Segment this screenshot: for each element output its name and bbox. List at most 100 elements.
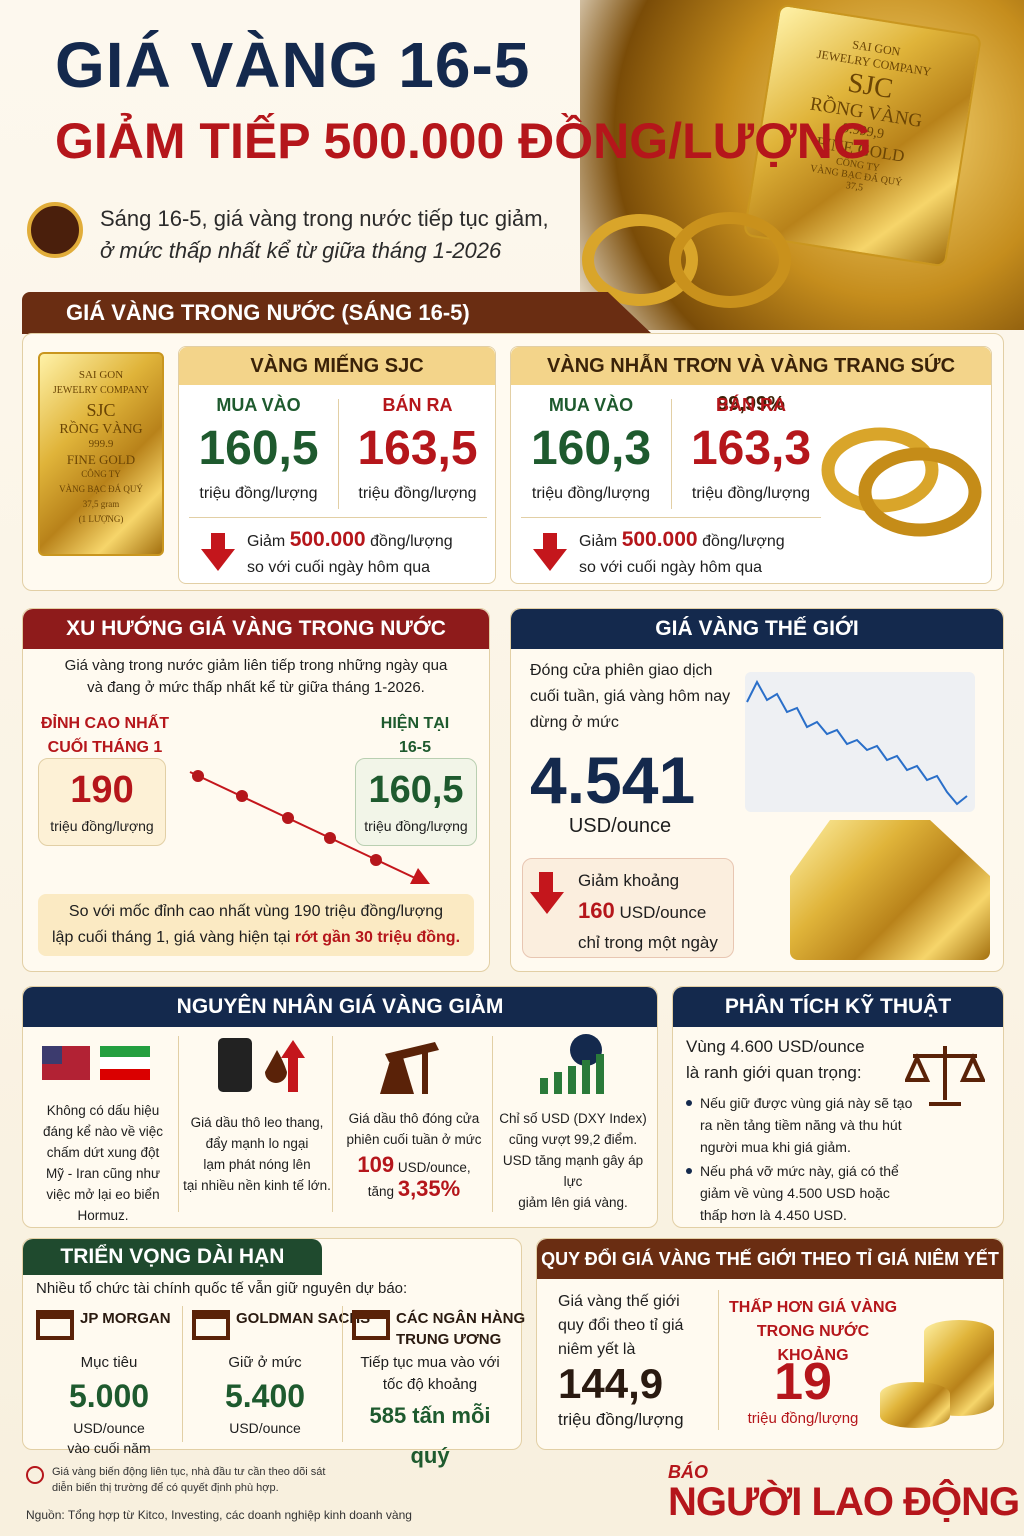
text-line: và đang ở mức thấp nhất kể từ giữa tháng… (87, 679, 425, 696)
change-prefix: Giảm (579, 533, 618, 550)
price-value: 163,3 (690, 422, 812, 475)
decoration (192, 770, 204, 782)
box-header: PHÂN TÍCH KỸ THUẬT (673, 987, 1003, 1027)
rise-value: 3,35% (397, 1176, 461, 1201)
bar-text: SAI GON (78, 369, 124, 381)
product-title: VÀNG NHẪN TRƠN VÀ VÀNG TRANG SỨC 99,99% (511, 347, 991, 415)
bullet-line: ra nền tảng tiềm năng và thu hút (700, 1117, 902, 1133)
cause-item: Không có dấu hiệu đáng kể nào về việc chấm… (30, 1100, 176, 1226)
bullet-line: giảm về vùng 4.500 USD hoặc (700, 1185, 890, 1201)
note-line: So với mốc đỉnh cao nhất vùng 190 triệu … (68, 903, 444, 920)
cause-line: chấm dứt xung đột (46, 1145, 160, 1160)
box-header: GIÁ VÀNG THẾ GIỚI (511, 609, 1003, 649)
org-label: Tiếp tục mua vào với (360, 1354, 500, 1371)
technical-lead: Vùng 4.600 USD/ounce là ranh giới quan tr… (686, 1034, 865, 1086)
bullet-line: Nếu phá vỡ mức này, giá có thể (700, 1163, 899, 1179)
bank-icon (192, 1310, 230, 1340)
decoration (282, 812, 294, 824)
iran-flag (100, 1069, 150, 1080)
price-value: 160,3 (530, 422, 652, 475)
ring (821, 427, 939, 513)
intro-line: Sáng 16-5, giá vàng trong nước tiếp tục … (100, 206, 549, 231)
bullet-dot (686, 1100, 692, 1106)
usd-bars (596, 1054, 604, 1094)
oil-pump (422, 1050, 428, 1094)
label-line: CUỐI THÁNG 1 (47, 739, 163, 756)
org-unit: vào cuối năm (67, 1440, 151, 1456)
cause-line: Giá dầu thô leo thang, (190, 1115, 324, 1130)
current-label: HIỆN TẠI 16-5 (350, 712, 480, 760)
price-unit: triệu đồng/lượng (358, 485, 477, 502)
hero-rings (582, 212, 791, 308)
label-line: 16-5 (398, 739, 432, 756)
world-change: Giảm khoảng 160 USD/ounce chỉ trong một … (578, 866, 718, 958)
change-value: 500.000 (289, 528, 366, 551)
bullet-dot (686, 1168, 692, 1174)
cause-line: Hormuz. (77, 1208, 129, 1223)
usd-bars (540, 1078, 548, 1094)
cause-line: cũng vượt 99,2 điểm. (508, 1132, 638, 1147)
price-label: BÁN RA (382, 395, 453, 415)
name-line: GOLDMAN SACHS (236, 1310, 371, 1327)
price-value: 163,5 (357, 422, 478, 475)
arrow-shaft (543, 533, 557, 549)
current-value: 160,5 (368, 769, 464, 811)
down-arrow (201, 533, 235, 571)
usd-bars (582, 1060, 590, 1094)
arrow-shaft (211, 533, 225, 549)
cause-icons (42, 1034, 604, 1094)
peak-label: ĐỈNH CAO NHẤT CUỐI THÁNG 1 (30, 712, 180, 760)
price-unit: triệu đồng/lượng (199, 485, 318, 502)
note-highlight: rớt gần 30 triệu đồng. (294, 929, 461, 946)
cause-line: USD tăng mạnh gây áp lực (502, 1153, 644, 1189)
footer-note: Giá vàng biến động liên tục, nhà đầu tư … (52, 1464, 325, 1496)
dollar-icon (27, 202, 83, 258)
divider (671, 399, 672, 509)
box-header: TRIỂN VỌNG DÀI HẠN (23, 1239, 322, 1275)
down-arrow (530, 872, 564, 914)
trend-dots (192, 770, 382, 866)
cause-line: tại nhiều nền kinh tế lớn. (183, 1178, 331, 1193)
label-line: TRONG NƯỚC KHOẢNG (756, 1323, 870, 1364)
change-text: Giảm 500.000 đồng/lượng so với cuối ngày … (247, 527, 453, 581)
trend-text: Giá vàng trong nước giảm liên tiếp trong… (30, 655, 482, 699)
divider (189, 517, 487, 518)
outlook-box: TRIỂN VỌNG DÀI HẠN (22, 1238, 522, 1450)
cause-item: Giá dầu thô leo thang, đẩy mạnh lo ngại lạ… (182, 1112, 332, 1196)
cause-line: giảm lên giá vàng. (518, 1195, 628, 1210)
decoration (370, 854, 382, 866)
divider (718, 1290, 719, 1430)
warning-icon (26, 1466, 44, 1484)
world-text: Đóng cửa phiên giao dịch cuối tuần, giá v… (530, 658, 730, 736)
diff-unit: triệu đồng/lượng (747, 1410, 859, 1427)
text-line: niêm yết là (558, 1341, 636, 1358)
bar-text: RỒNG VÀNG (59, 422, 143, 437)
bullet-text: Nếu phá vỡ mức này, giá có thể giảm về vù… (700, 1160, 899, 1226)
label-line: THẤP HƠN GIÁ VÀNG (728, 1299, 898, 1316)
coin-stack (880, 1382, 950, 1428)
divider (178, 1036, 179, 1212)
org-label: Mục tiêu (80, 1354, 138, 1371)
text-line: Giá vàng thế giới (558, 1293, 680, 1310)
arrow-head (533, 549, 567, 571)
change-value: 500.000 (621, 528, 698, 551)
change-note: so với cuối ngày hôm qua (247, 559, 431, 576)
ring (669, 212, 791, 308)
cause-value-line: 109 USD/ounce, (336, 1154, 492, 1178)
up-arrow (281, 1040, 305, 1092)
text-line: dừng ở mức (530, 714, 619, 731)
org-label: tốc độ khoảng (382, 1376, 478, 1393)
arrow-head (410, 868, 430, 884)
world-price-line (746, 679, 968, 806)
text-line: cuối tuần, giá vàng hôm nay (530, 688, 731, 705)
iran-flag (100, 1046, 150, 1057)
price-unit: triệu đồng/lượng (691, 485, 811, 502)
current-card: 160,5 triệu đồng/lượng (355, 758, 477, 846)
text-line: quy đổi theo tỉ giá (558, 1317, 684, 1334)
org-name: CÁC NGÂN HÀNG TRUNG ƯƠNG (396, 1308, 525, 1350)
bar-text: SJC (86, 400, 116, 420)
price-label: MUA VÀO (216, 395, 301, 415)
change-note: chỉ trong một ngày (578, 933, 718, 952)
